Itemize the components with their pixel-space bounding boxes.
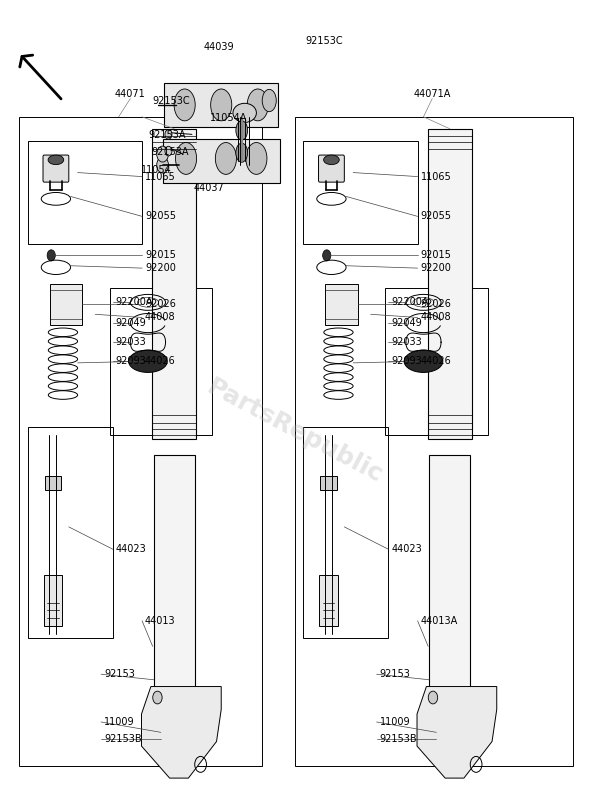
Ellipse shape — [236, 121, 247, 140]
Text: 11065: 11065 — [145, 172, 176, 181]
Bar — [429, 455, 471, 706]
Bar — [44, 574, 62, 626]
Circle shape — [157, 146, 168, 162]
Text: 11009: 11009 — [104, 717, 135, 727]
Circle shape — [157, 157, 168, 173]
Text: 44008: 44008 — [145, 312, 176, 323]
Text: 92153: 92153 — [104, 670, 135, 679]
Bar — [385, 288, 488, 435]
Bar — [28, 427, 112, 638]
Text: 92200: 92200 — [421, 263, 451, 273]
Bar — [319, 574, 338, 626]
Text: 92055: 92055 — [145, 212, 176, 221]
Bar — [28, 141, 142, 244]
Polygon shape — [141, 686, 221, 778]
Text: 92200A: 92200A — [391, 297, 429, 308]
Bar — [164, 83, 279, 127]
Text: 11009: 11009 — [379, 717, 410, 727]
Bar — [428, 129, 472, 439]
Ellipse shape — [48, 155, 64, 165]
Bar — [49, 284, 82, 325]
Ellipse shape — [211, 89, 232, 121]
Text: 92153A: 92153A — [148, 130, 186, 140]
Bar — [45, 476, 61, 491]
Text: 44039: 44039 — [204, 42, 234, 52]
FancyBboxPatch shape — [319, 155, 345, 182]
Bar — [303, 427, 388, 638]
Circle shape — [428, 691, 438, 704]
Bar — [163, 139, 280, 182]
FancyBboxPatch shape — [43, 155, 69, 182]
Text: PartsRepublic: PartsRepublic — [203, 375, 386, 488]
Bar — [110, 288, 213, 435]
Text: 44013: 44013 — [145, 616, 176, 626]
Ellipse shape — [246, 142, 267, 174]
Ellipse shape — [323, 155, 339, 165]
Text: 44071: 44071 — [115, 89, 145, 98]
Text: 44013A: 44013A — [421, 616, 458, 626]
Text: 92153: 92153 — [379, 670, 411, 679]
Bar — [303, 141, 418, 244]
Ellipse shape — [404, 350, 443, 372]
Ellipse shape — [216, 142, 236, 174]
Text: 92153A: 92153A — [151, 147, 188, 157]
Text: 92200A: 92200A — [115, 297, 153, 308]
Circle shape — [165, 146, 172, 156]
Text: 92055: 92055 — [421, 212, 452, 221]
Bar — [154, 455, 195, 706]
Text: 44023: 44023 — [115, 544, 147, 555]
Ellipse shape — [174, 89, 195, 121]
Text: 92015: 92015 — [421, 249, 451, 260]
Ellipse shape — [262, 89, 276, 112]
Ellipse shape — [128, 350, 167, 372]
Text: 92153B: 92153B — [104, 734, 141, 745]
Circle shape — [323, 250, 331, 261]
Text: 11054A: 11054A — [210, 113, 247, 123]
Text: 44071A: 44071A — [413, 89, 451, 98]
Text: 44008: 44008 — [421, 312, 451, 323]
Bar — [153, 129, 196, 439]
Text: 92049: 92049 — [115, 318, 147, 328]
Ellipse shape — [247, 89, 269, 121]
Text: 44023: 44023 — [391, 544, 422, 555]
Text: 92033: 92033 — [115, 337, 147, 348]
Text: 92049: 92049 — [391, 318, 422, 328]
Text: 92153B: 92153B — [379, 734, 417, 745]
Text: 92015: 92015 — [145, 249, 176, 260]
Text: 92026: 92026 — [145, 299, 176, 309]
Bar — [320, 476, 337, 491]
Text: 44026: 44026 — [145, 356, 176, 366]
Text: 44037: 44037 — [194, 183, 224, 193]
Text: 92153C: 92153C — [305, 36, 343, 46]
Text: 92026: 92026 — [421, 299, 451, 309]
Text: 92093: 92093 — [391, 356, 422, 366]
Ellipse shape — [176, 142, 197, 174]
Text: 92153C: 92153C — [153, 96, 190, 106]
Circle shape — [153, 691, 162, 704]
Bar — [325, 284, 358, 325]
Bar — [19, 117, 262, 765]
Polygon shape — [417, 686, 497, 778]
Text: 11054: 11054 — [141, 165, 171, 175]
Ellipse shape — [236, 143, 247, 162]
Text: 92033: 92033 — [391, 337, 422, 348]
Text: 44026: 44026 — [421, 356, 451, 366]
Text: 11065: 11065 — [421, 172, 451, 181]
Ellipse shape — [233, 103, 256, 122]
Text: 92200: 92200 — [145, 263, 176, 273]
Bar — [294, 117, 573, 765]
Circle shape — [47, 250, 55, 261]
Text: 92093: 92093 — [115, 356, 147, 366]
Circle shape — [165, 129, 172, 139]
